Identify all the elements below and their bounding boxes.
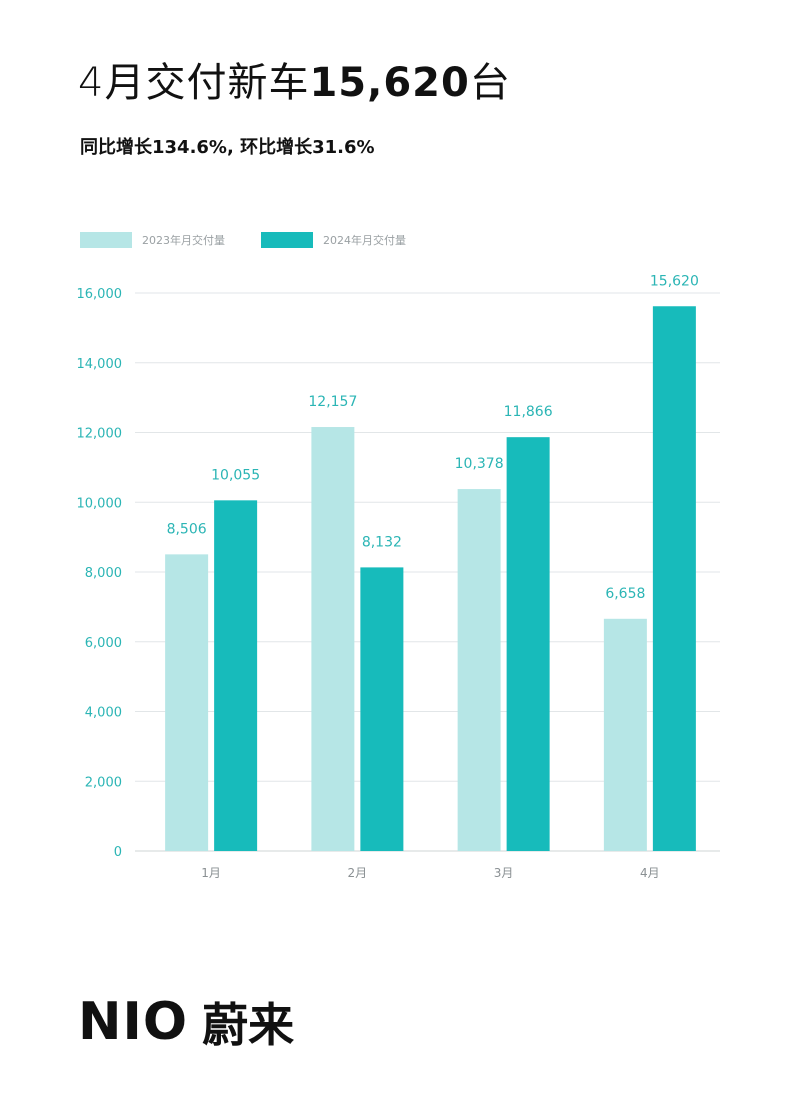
data-label: 15,620 — [650, 273, 699, 289]
bar — [457, 489, 501, 851]
y-tick-label: 0 — [114, 845, 122, 860]
bar — [603, 618, 647, 851]
data-label: 8,506 — [167, 521, 207, 537]
y-tick-label: 14,000 — [77, 357, 123, 372]
y-tick-label: 2,000 — [85, 775, 122, 790]
legend-swatch-2023 — [80, 232, 132, 248]
brand-logo: NIO 蔚来 — [78, 990, 294, 1054]
bar — [311, 427, 355, 851]
page-title: 4月交付新车15,620台 — [78, 50, 511, 108]
y-tick-label: 6,000 — [85, 636, 122, 651]
page-subtitle: 同比增长134.6%, 环比增长31.6% — [80, 137, 375, 158]
chart-legend: 2023年月交付量 2024年月交付量 — [80, 232, 442, 248]
x-tick-label: 4月 — [640, 866, 660, 880]
title-prefix: 4月交付新车 — [78, 60, 310, 106]
bar — [360, 567, 404, 851]
legend-item-2024: 2024年月交付量 — [261, 232, 406, 248]
data-label: 6,658 — [605, 586, 645, 602]
data-label: 12,157 — [308, 394, 357, 410]
legend-swatch-2024 — [261, 232, 313, 248]
logo-latin: NIO — [78, 992, 189, 1052]
x-tick-label: 2月 — [348, 866, 368, 880]
x-tick-label: 3月 — [494, 866, 514, 880]
bar-chart: 0 2,000 4,000 6,000 8,000 10,000 12,000 14,000 1… — [77, 273, 720, 880]
legend-item-2023: 2023年月交付量 — [80, 232, 225, 248]
y-tick-label: 4,000 — [85, 706, 122, 721]
data-label: 11,866 — [504, 404, 553, 420]
legend-label-2024: 2024年月交付量 — [323, 234, 406, 247]
title-number: 15,620 — [309, 60, 470, 106]
y-tick-label: 12,000 — [77, 427, 123, 442]
x-tick-label: 1月 — [201, 866, 221, 880]
bar — [214, 500, 258, 851]
title-suffix: 台 — [469, 60, 511, 106]
data-label: 10,378 — [455, 456, 504, 472]
data-label: 8,132 — [362, 534, 402, 550]
data-label: 10,055 — [211, 467, 260, 483]
y-tick-label: 16,000 — [77, 287, 123, 302]
y-tick-label: 8,000 — [85, 566, 122, 581]
bar — [165, 554, 209, 851]
logo-chinese: 蔚来 — [202, 998, 295, 1052]
bar — [506, 437, 550, 851]
y-tick-label: 10,000 — [77, 496, 123, 511]
legend-label-2023: 2023年月交付量 — [142, 234, 225, 247]
bar — [652, 306, 696, 851]
